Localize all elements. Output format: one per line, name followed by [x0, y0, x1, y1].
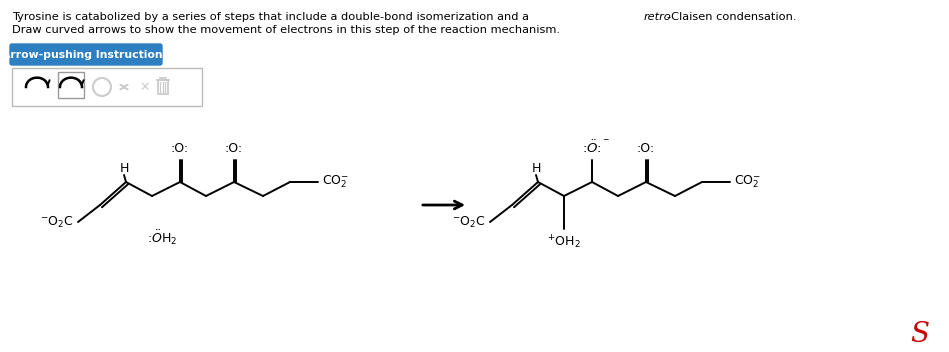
Text: $^{-}$: $^{-}$: [602, 137, 610, 147]
Text: ✕: ✕: [140, 81, 150, 94]
Text: Tyrosine is catabolized by a series of steps that include a double-bond isomeriz: Tyrosine is catabolized by a series of s…: [12, 12, 532, 22]
Bar: [12, 68, 202, 106]
Text: :$\ddot{O}$:: :$\ddot{O}$:: [582, 140, 602, 156]
Text: H: H: [531, 162, 541, 175]
Text: :O:: :O:: [171, 142, 189, 155]
Bar: [158, 80, 168, 94]
Text: $^{+}$OH$_2$: $^{+}$OH$_2$: [548, 233, 581, 251]
FancyBboxPatch shape: [10, 44, 162, 65]
Text: S: S: [910, 321, 929, 348]
Text: :O:: :O:: [637, 142, 655, 155]
Text: retro: retro: [644, 12, 672, 22]
Text: CO$_2^{-}$: CO$_2^{-}$: [734, 174, 761, 190]
Text: -Claisen condensation.: -Claisen condensation.: [667, 12, 796, 22]
Bar: [58, 72, 84, 98]
Text: Draw curved arrows to show the movement of electrons in this step of the reactio: Draw curved arrows to show the movement …: [12, 25, 560, 35]
Text: $^{-}$O$_2$C: $^{-}$O$_2$C: [452, 214, 486, 230]
Text: $^{-}$O$_2$C: $^{-}$O$_2$C: [40, 214, 74, 230]
Text: CO$_2^{-}$: CO$_2^{-}$: [322, 174, 349, 190]
Text: Arrow-pushing Instructions: Arrow-pushing Instructions: [3, 50, 170, 60]
Text: H: H: [120, 162, 129, 175]
Text: :O:: :O:: [225, 142, 243, 155]
Text: :$\ddot{O}$H$_2$: :$\ddot{O}$H$_2$: [147, 229, 177, 247]
